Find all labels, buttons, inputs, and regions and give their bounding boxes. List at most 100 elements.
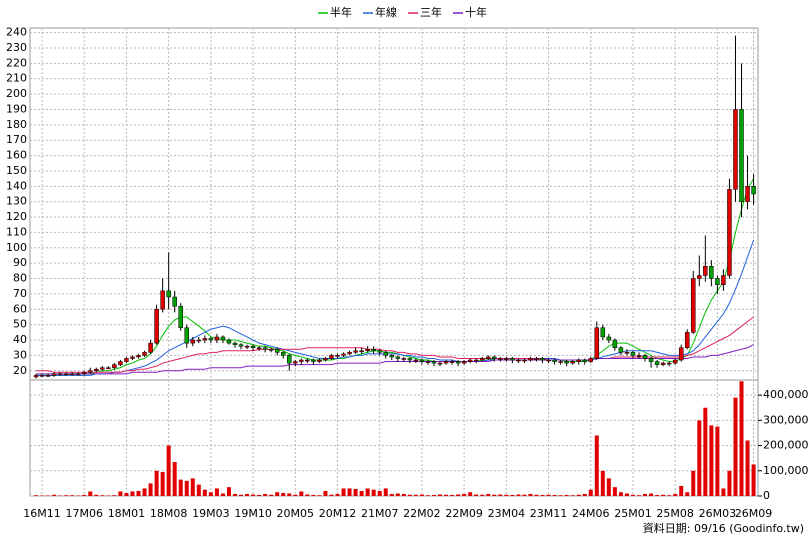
- legend-label: 十年: [465, 5, 487, 19]
- y-tick-label: 40: [13, 333, 27, 346]
- candle-body: [371, 349, 376, 352]
- candle-body: [166, 290, 171, 298]
- candle-body: [473, 359, 479, 362]
- candle-body: [287, 355, 292, 364]
- x-tick-label: 23M11: [530, 507, 568, 520]
- volume-bar: [329, 494, 334, 496]
- candle-body: [606, 336, 612, 341]
- volume-bar: [498, 494, 503, 496]
- candle-body: [365, 349, 370, 352]
- candle-body: [492, 356, 497, 359]
- volume-bar: [70, 495, 75, 496]
- candle-body: [63, 373, 69, 376]
- candle-body: [624, 352, 630, 354]
- volume-bar: [220, 493, 225, 496]
- x-tick-label: 19M03: [192, 507, 230, 520]
- candle-body: [745, 186, 750, 202]
- legend-label: 年線: [375, 5, 397, 19]
- volume-bar: [697, 420, 702, 496]
- candle-body: [88, 370, 93, 373]
- y2-tick-label: 400,000: [763, 388, 808, 401]
- volume-bar: [172, 461, 177, 496]
- volume-bar: [202, 489, 207, 496]
- volume-bar: [637, 495, 641, 496]
- y-tick-label: 180: [6, 118, 27, 131]
- candle-body: [516, 359, 521, 362]
- volume-bar: [94, 494, 99, 496]
- candle-body: [437, 362, 443, 365]
- volume-bar: [88, 491, 93, 496]
- volume-bar: [727, 470, 732, 496]
- volume-bar: [323, 490, 328, 496]
- candle-body: [666, 362, 672, 365]
- candle-body: [250, 345, 256, 348]
- candle-body: [106, 367, 111, 369]
- candle-body: [51, 373, 57, 376]
- candle-body: [467, 359, 473, 362]
- candle-body: [642, 355, 648, 359]
- candle-body: [220, 336, 226, 341]
- volume-bar: [492, 494, 497, 496]
- volume-bar: [624, 493, 629, 496]
- candle-body: [256, 347, 262, 349]
- volume-bar: [667, 495, 672, 496]
- volume-bar: [148, 483, 153, 496]
- y-tick-label: 90: [13, 256, 27, 269]
- volume-bar: [341, 488, 346, 496]
- volume-bar: [305, 494, 310, 496]
- candle-body: [353, 350, 358, 353]
- ma-line: [36, 239, 755, 376]
- candle-body: [715, 278, 720, 285]
- volume-bar: [546, 494, 551, 496]
- candle-body: [648, 358, 654, 362]
- volume-bar: [600, 470, 605, 496]
- y-tick-label: 130: [6, 195, 27, 208]
- candle-body: [654, 361, 660, 365]
- candle-body: [311, 359, 316, 362]
- y-tick-label: 70: [13, 287, 27, 300]
- candle-body: [431, 361, 437, 364]
- candle-body: [124, 358, 129, 362]
- candle-body: [268, 349, 274, 351]
- volume-bar: [40, 495, 45, 496]
- candle-body: [118, 361, 123, 365]
- y-tick-label: 210: [6, 72, 27, 85]
- x-tick-label: 18M01: [108, 507, 146, 520]
- y2-tick-label: 100,000: [763, 464, 808, 477]
- candle-body: [232, 342, 238, 345]
- legend-label: 半年: [330, 5, 352, 19]
- candle-body: [299, 359, 304, 362]
- volume-bar: [130, 491, 135, 496]
- volume-bar: [582, 493, 587, 496]
- candle-body: [172, 296, 177, 307]
- candle-body: [377, 350, 382, 353]
- candle-body: [136, 355, 141, 358]
- candle-body: [238, 344, 244, 347]
- volume-bar: [673, 493, 678, 496]
- volume-bar: [721, 488, 726, 496]
- volume-bar: [444, 494, 449, 496]
- x-tick-label: 21M07: [361, 507, 399, 520]
- volume-bar: [377, 490, 382, 496]
- candle-body: [504, 358, 509, 360]
- x-tick-label: 26M09: [735, 507, 773, 520]
- volume-bar: [618, 492, 623, 496]
- candle-body: [449, 361, 455, 363]
- candle-body: [479, 358, 485, 361]
- volume-bar: [630, 494, 635, 496]
- candle-body: [721, 275, 726, 285]
- volume-bar: [431, 494, 436, 496]
- candle-body: [317, 359, 322, 362]
- y-tick-label: 230: [6, 41, 27, 54]
- candle-body: [727, 189, 732, 276]
- volume-bar: [281, 492, 286, 496]
- candle-body: [576, 359, 581, 362]
- candle-body: [636, 355, 642, 357]
- volume-bar: [353, 488, 358, 496]
- volume-bar: [142, 488, 147, 496]
- volume-bar: [516, 494, 521, 496]
- volume-bar: [594, 435, 599, 496]
- candle-body: [564, 361, 569, 364]
- candle-body: [733, 109, 738, 190]
- volume-bar: [136, 490, 141, 496]
